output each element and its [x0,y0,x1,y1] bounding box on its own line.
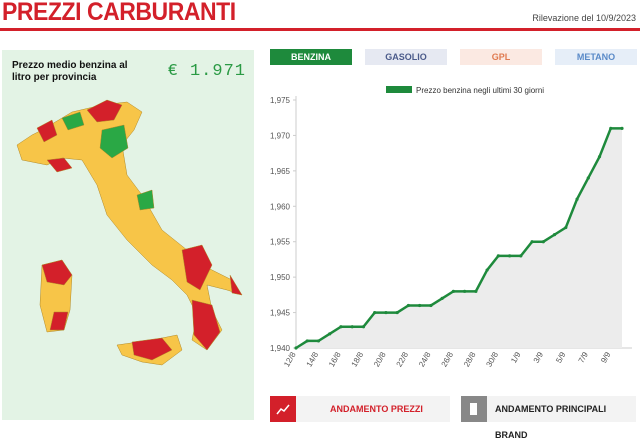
x-tick-label: 1/9 [509,350,523,365]
legend-swatch [386,86,412,93]
average-price: € 1.971 [167,62,246,81]
point [373,310,377,315]
point [451,289,455,293]
point [305,339,309,343]
point [620,126,624,130]
button-andamento-prezzi[interactable]: ANDAMENTO PREZZI [270,396,450,422]
point [552,233,557,237]
point [350,325,354,329]
x-tick-label: 3/9 [532,350,546,365]
point [519,254,523,258]
header-rule [0,28,640,31]
x-tick-label: 14/8 [305,350,321,368]
point [429,303,433,308]
point [463,289,467,293]
legend-label: Prezzo benzina negli ultimi 30 giorni [416,86,544,95]
x-tick-label: 22/8 [395,350,411,368]
point [418,303,422,308]
icon [270,396,296,422]
button-label: ANDAMENTO PRINCIPALI BRAND [495,404,607,440]
point [496,254,500,258]
x-tick-label: 9/9 [599,350,613,365]
y-tick-label: 1,970 [270,131,291,140]
point [575,197,579,201]
tab-gasolio[interactable]: GASOLIO [365,49,447,65]
area [296,128,622,348]
x-tick-label: 16/8 [327,350,343,368]
x-tick-label: 30/8 [484,350,500,368]
line [295,127,622,350]
x-tick-label: 26/8 [440,350,456,368]
point [406,303,411,308]
tab-metano[interactable]: METANO [555,49,637,65]
y-tick-label: 1,940 [270,344,291,353]
point [485,268,489,272]
point [597,155,602,159]
tab-benzina[interactable]: BENZINA [270,49,352,65]
y-tick-label: 1,975 [270,96,291,105]
point [564,225,568,230]
map-panel: Prezzo medio benzina al litro per provin… [2,50,254,420]
point [440,296,444,300]
y-tick-label: 1,950 [270,273,291,282]
button-label: ANDAMENTO PREZZI [330,404,423,414]
x-tick-label: 5/9 [554,350,568,365]
chart: 1,940 1,945 1,950 1,955 1,960 1,965 1,970 1,975… [270,86,632,368]
point [294,346,298,350]
point [586,176,590,180]
y-tick-label: 1,960 [270,202,291,211]
map-label: Prezzo medio benzina al litro per provin… [12,60,128,83]
point [530,240,534,244]
y-tick-label: 1,965 [270,167,291,176]
survey-date: Rilevazione del 10/9/2023 [532,13,636,23]
point [609,126,613,130]
point [384,310,388,315]
point [361,325,366,329]
x-tick-label: 24/8 [417,350,433,368]
point [395,310,399,315]
tab-gpl[interactable]: GPL [460,49,542,65]
point [328,332,332,336]
point [339,325,343,329]
y-tick-label: 1,955 [270,238,291,247]
x-tick-label: 18/8 [350,350,366,368]
page-title: PREZZI CARBURANTI [2,0,236,26]
italy-map [16,99,243,366]
point [541,240,545,244]
y-tick-label: 1,945 [270,309,291,318]
button-andamento-brand[interactable]: ANDAMENTO PRINCIPALI BRAND [461,396,636,440]
point [474,289,478,293]
x-tick-label: 7/9 [577,350,591,365]
icon [461,396,487,422]
x-tick-label: 28/8 [462,350,478,368]
x-tick-label: 20/8 [372,350,388,368]
point [316,339,321,343]
point [507,254,512,258]
